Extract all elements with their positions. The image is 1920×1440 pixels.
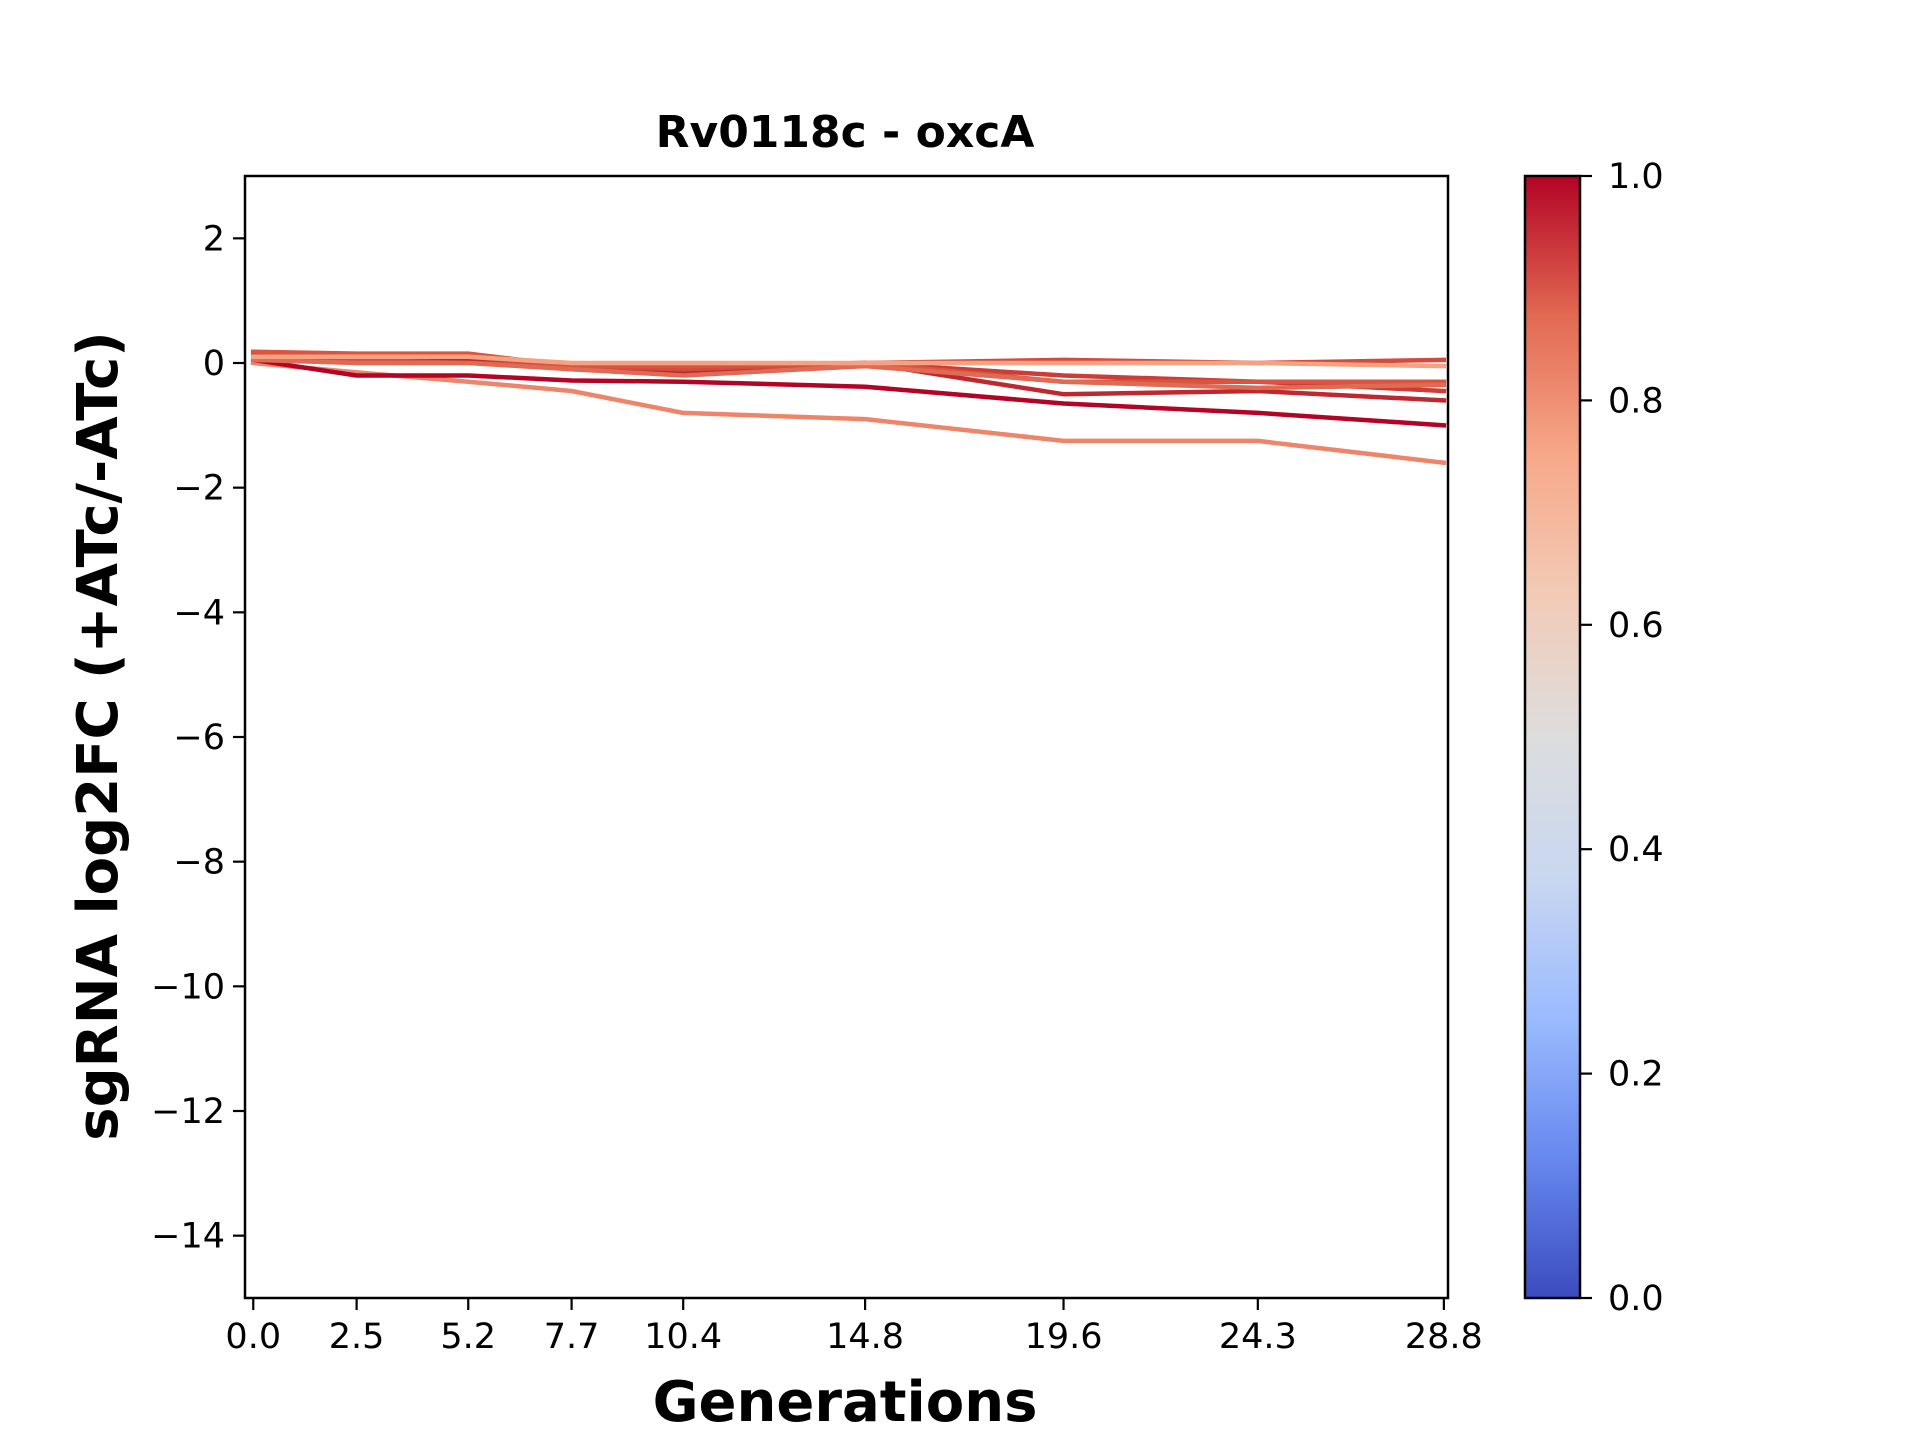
x-tick-label: 14.8 [826,1317,904,1357]
x-axis-label: Generations [653,1370,1038,1435]
colorbar-tick-label: 0.2 [1608,1055,1664,1095]
y-axis-label: sgRNA log2FC (+ATc/-ATc) [66,331,131,1141]
colorbar-tick-label: 0.8 [1608,381,1664,421]
y-tick-label: −8 [173,843,225,883]
x-tick-label: 0.0 [225,1317,281,1357]
colorbar-tick-label: 0.4 [1608,830,1664,870]
colorbar-tick-label: 1.0 [1608,157,1664,197]
y-tick-label: −2 [173,469,225,509]
series-line-6 [251,349,1447,384]
colorbar-tick-label: 0.0 [1608,1279,1664,1319]
colorbar: 0.0 0.2 0.4 0.6 0.8 1.0 [1523,157,1664,1319]
plot-area [250,349,1447,466]
y-tick-label: 0 [203,344,225,384]
series-line-7 [250,357,1447,391]
x-tick-label: 10.4 [644,1317,722,1357]
series-line-2 [250,357,1447,428]
y-tick-label: −12 [151,1092,225,1132]
x-tick-label: 19.6 [1025,1317,1103,1357]
x-axis: 0.0 2.5 5.2 7.7 10.4 14.8 19.6 24.3 28.8 [225,1298,1483,1357]
chart-title: Rv0118c - oxcA [656,107,1035,158]
x-tick-label: 5.2 [440,1317,496,1357]
y-tick-label: −4 [173,593,225,633]
y-tick-label: −6 [173,718,225,758]
y-axis: 2 0 −2 −4 −6 −8 −10 −12 −14 [151,219,245,1257]
colorbar-gradient [1525,176,1580,1298]
colorbar-frame [1523,174,1582,1300]
y-tick-label: −10 [151,967,225,1007]
colorbar-axis: 0.0 0.2 0.4 0.6 0.8 1.0 [1580,157,1664,1319]
x-tick-label: 28.8 [1405,1317,1483,1357]
y-tick-label: −14 [151,1217,225,1257]
x-tick-label: 2.5 [329,1317,385,1357]
series-line-8 [251,354,1447,369]
x-tick-label: 7.7 [544,1317,600,1357]
x-tick-label: 24.3 [1219,1317,1297,1357]
colorbar-tick-label: 0.6 [1608,606,1664,646]
y-tick-label: 2 [203,219,225,259]
